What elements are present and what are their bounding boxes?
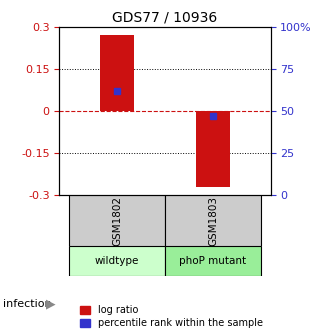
Bar [196,111,230,187]
Text: ▶: ▶ [46,298,56,310]
FancyBboxPatch shape [165,246,261,276]
Legend: log ratio, percentile rank within the sample: log ratio, percentile rank within the sa… [78,302,266,331]
Text: GSM1803: GSM1803 [208,196,218,246]
Bar [100,35,134,111]
FancyBboxPatch shape [69,196,165,246]
FancyBboxPatch shape [69,246,165,276]
Text: phoP mutant: phoP mutant [180,256,247,266]
Title: GDS77 / 10936: GDS77 / 10936 [113,10,217,24]
Text: wildtype: wildtype [95,256,139,266]
FancyBboxPatch shape [165,196,261,246]
Text: infection: infection [3,299,52,309]
Text: GSM1802: GSM1802 [112,196,122,246]
